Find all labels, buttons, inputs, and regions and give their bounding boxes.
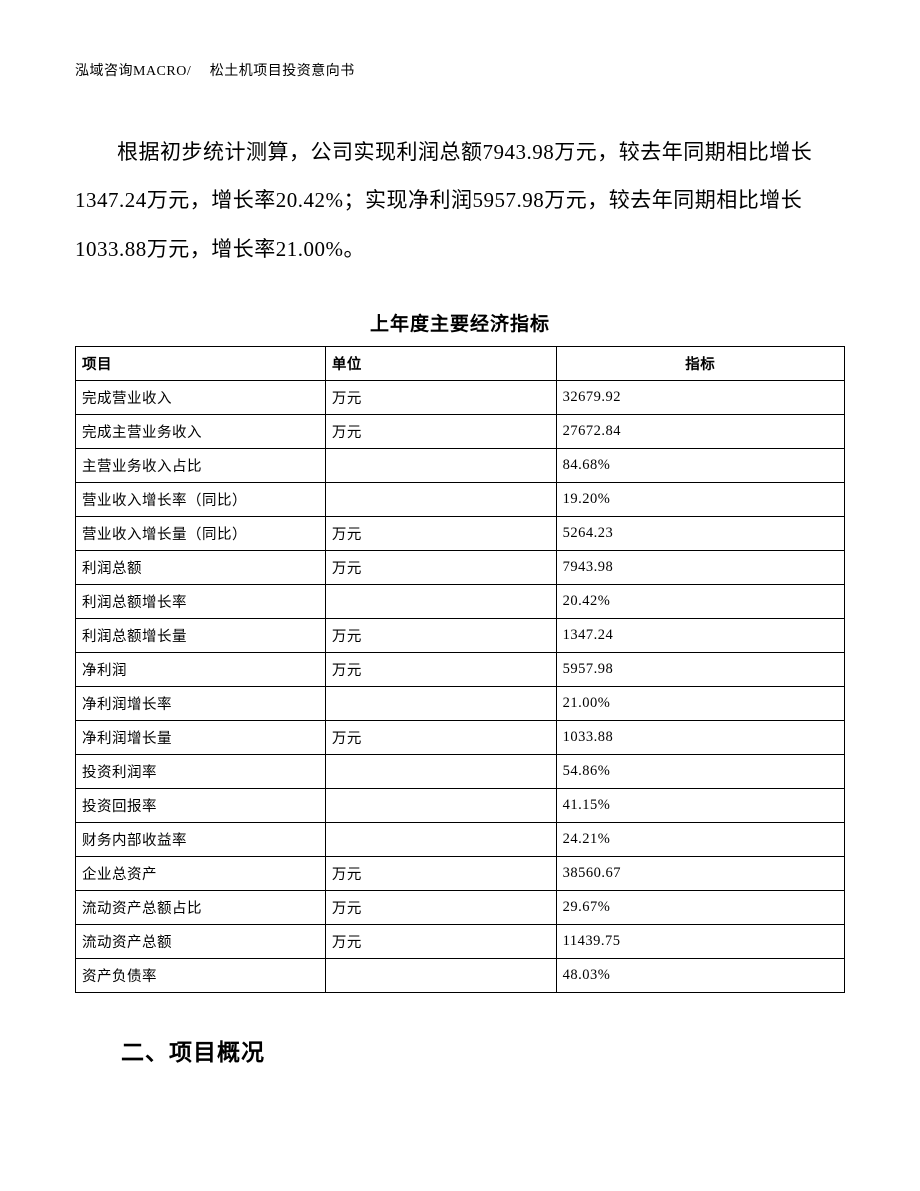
table-row: 流动资产总额占比 万元 29.67% [76, 890, 845, 924]
table-row: 利润总额 万元 7943.98 [76, 550, 845, 584]
table-row: 营业收入增长率（同比） 19.20% [76, 482, 845, 516]
table-row: 净利润 万元 5957.98 [76, 652, 845, 686]
col-header-indicator: 指标 [556, 346, 844, 380]
cell-project: 净利润 [76, 652, 326, 686]
cell-unit [325, 584, 556, 618]
page-header: 泓域咨询MACRO/ 松土机项目投资意向书 [75, 60, 845, 80]
table-row: 净利润增长率 21.00% [76, 686, 845, 720]
cell-project: 财务内部收益率 [76, 822, 326, 856]
cell-indicator: 27672.84 [556, 414, 844, 448]
cell-indicator: 41.15% [556, 788, 844, 822]
table-row: 主营业务收入占比 84.68% [76, 448, 845, 482]
cell-indicator: 1033.88 [556, 720, 844, 754]
cell-project: 资产负债率 [76, 958, 326, 992]
cell-project: 利润总额增长率 [76, 584, 326, 618]
cell-indicator: 84.68% [556, 448, 844, 482]
cell-indicator: 19.20% [556, 482, 844, 516]
table-row: 资产负债率 48.03% [76, 958, 845, 992]
cell-project: 完成主营业务收入 [76, 414, 326, 448]
cell-project: 投资利润率 [76, 754, 326, 788]
cell-indicator: 32679.92 [556, 380, 844, 414]
cell-indicator: 1347.24 [556, 618, 844, 652]
table-row: 净利润增长量 万元 1033.88 [76, 720, 845, 754]
summary-paragraph: 根据初步统计测算，公司实现利润总额7943.98万元，较去年同期相比增长1347… [75, 128, 845, 273]
cell-project: 利润总额增长量 [76, 618, 326, 652]
table-row: 营业收入增长量（同比） 万元 5264.23 [76, 516, 845, 550]
cell-unit: 万元 [325, 652, 556, 686]
table-row: 流动资产总额 万元 11439.75 [76, 924, 845, 958]
cell-project: 流动资产总额 [76, 924, 326, 958]
table-row: 利润总额增长量 万元 1347.24 [76, 618, 845, 652]
cell-project: 营业收入增长率（同比） [76, 482, 326, 516]
cell-unit [325, 686, 556, 720]
cell-indicator: 38560.67 [556, 856, 844, 890]
cell-project: 利润总额 [76, 550, 326, 584]
cell-unit: 万元 [325, 380, 556, 414]
table-row: 财务内部收益率 24.21% [76, 822, 845, 856]
cell-unit: 万元 [325, 618, 556, 652]
col-header-unit: 单位 [325, 346, 556, 380]
cell-indicator: 48.03% [556, 958, 844, 992]
cell-project: 主营业务收入占比 [76, 448, 326, 482]
cell-unit: 万元 [325, 720, 556, 754]
table-row: 完成营业收入 万元 32679.92 [76, 380, 845, 414]
cell-unit [325, 482, 556, 516]
table-header-row: 项目 单位 指标 [76, 346, 845, 380]
economic-indicators-table: 项目 单位 指标 完成营业收入 万元 32679.92 完成主营业务收入 万元 … [75, 346, 845, 993]
table-title: 上年度主要经济指标 [75, 309, 845, 336]
table-row: 企业总资产 万元 38560.67 [76, 856, 845, 890]
cell-unit: 万元 [325, 856, 556, 890]
table-row: 完成主营业务收入 万元 27672.84 [76, 414, 845, 448]
cell-project: 净利润增长率 [76, 686, 326, 720]
cell-project: 净利润增长量 [76, 720, 326, 754]
cell-indicator: 20.42% [556, 584, 844, 618]
cell-project: 投资回报率 [76, 788, 326, 822]
cell-indicator: 11439.75 [556, 924, 844, 958]
table-row: 投资回报率 41.15% [76, 788, 845, 822]
cell-indicator: 5264.23 [556, 516, 844, 550]
cell-project: 营业收入增长量（同比） [76, 516, 326, 550]
cell-unit [325, 448, 556, 482]
section-heading: 二、项目概况 [75, 1033, 845, 1067]
cell-unit: 万元 [325, 516, 556, 550]
cell-unit: 万元 [325, 924, 556, 958]
cell-unit: 万元 [325, 550, 556, 584]
cell-unit [325, 958, 556, 992]
cell-indicator: 24.21% [556, 822, 844, 856]
table-row: 投资利润率 54.86% [76, 754, 845, 788]
cell-unit: 万元 [325, 890, 556, 924]
cell-indicator: 7943.98 [556, 550, 844, 584]
cell-unit: 万元 [325, 414, 556, 448]
col-header-project: 项目 [76, 346, 326, 380]
cell-indicator: 29.67% [556, 890, 844, 924]
cell-indicator: 5957.98 [556, 652, 844, 686]
cell-project: 企业总资产 [76, 856, 326, 890]
table-row: 利润总额增长率 20.42% [76, 584, 845, 618]
page: 泓域咨询MACRO/ 松土机项目投资意向书 根据初步统计测算，公司实现利润总额7… [0, 0, 920, 1191]
cell-unit [325, 788, 556, 822]
cell-project: 完成营业收入 [76, 380, 326, 414]
cell-project: 流动资产总额占比 [76, 890, 326, 924]
cell-indicator: 21.00% [556, 686, 844, 720]
cell-unit [325, 754, 556, 788]
cell-unit [325, 822, 556, 856]
cell-indicator: 54.86% [556, 754, 844, 788]
